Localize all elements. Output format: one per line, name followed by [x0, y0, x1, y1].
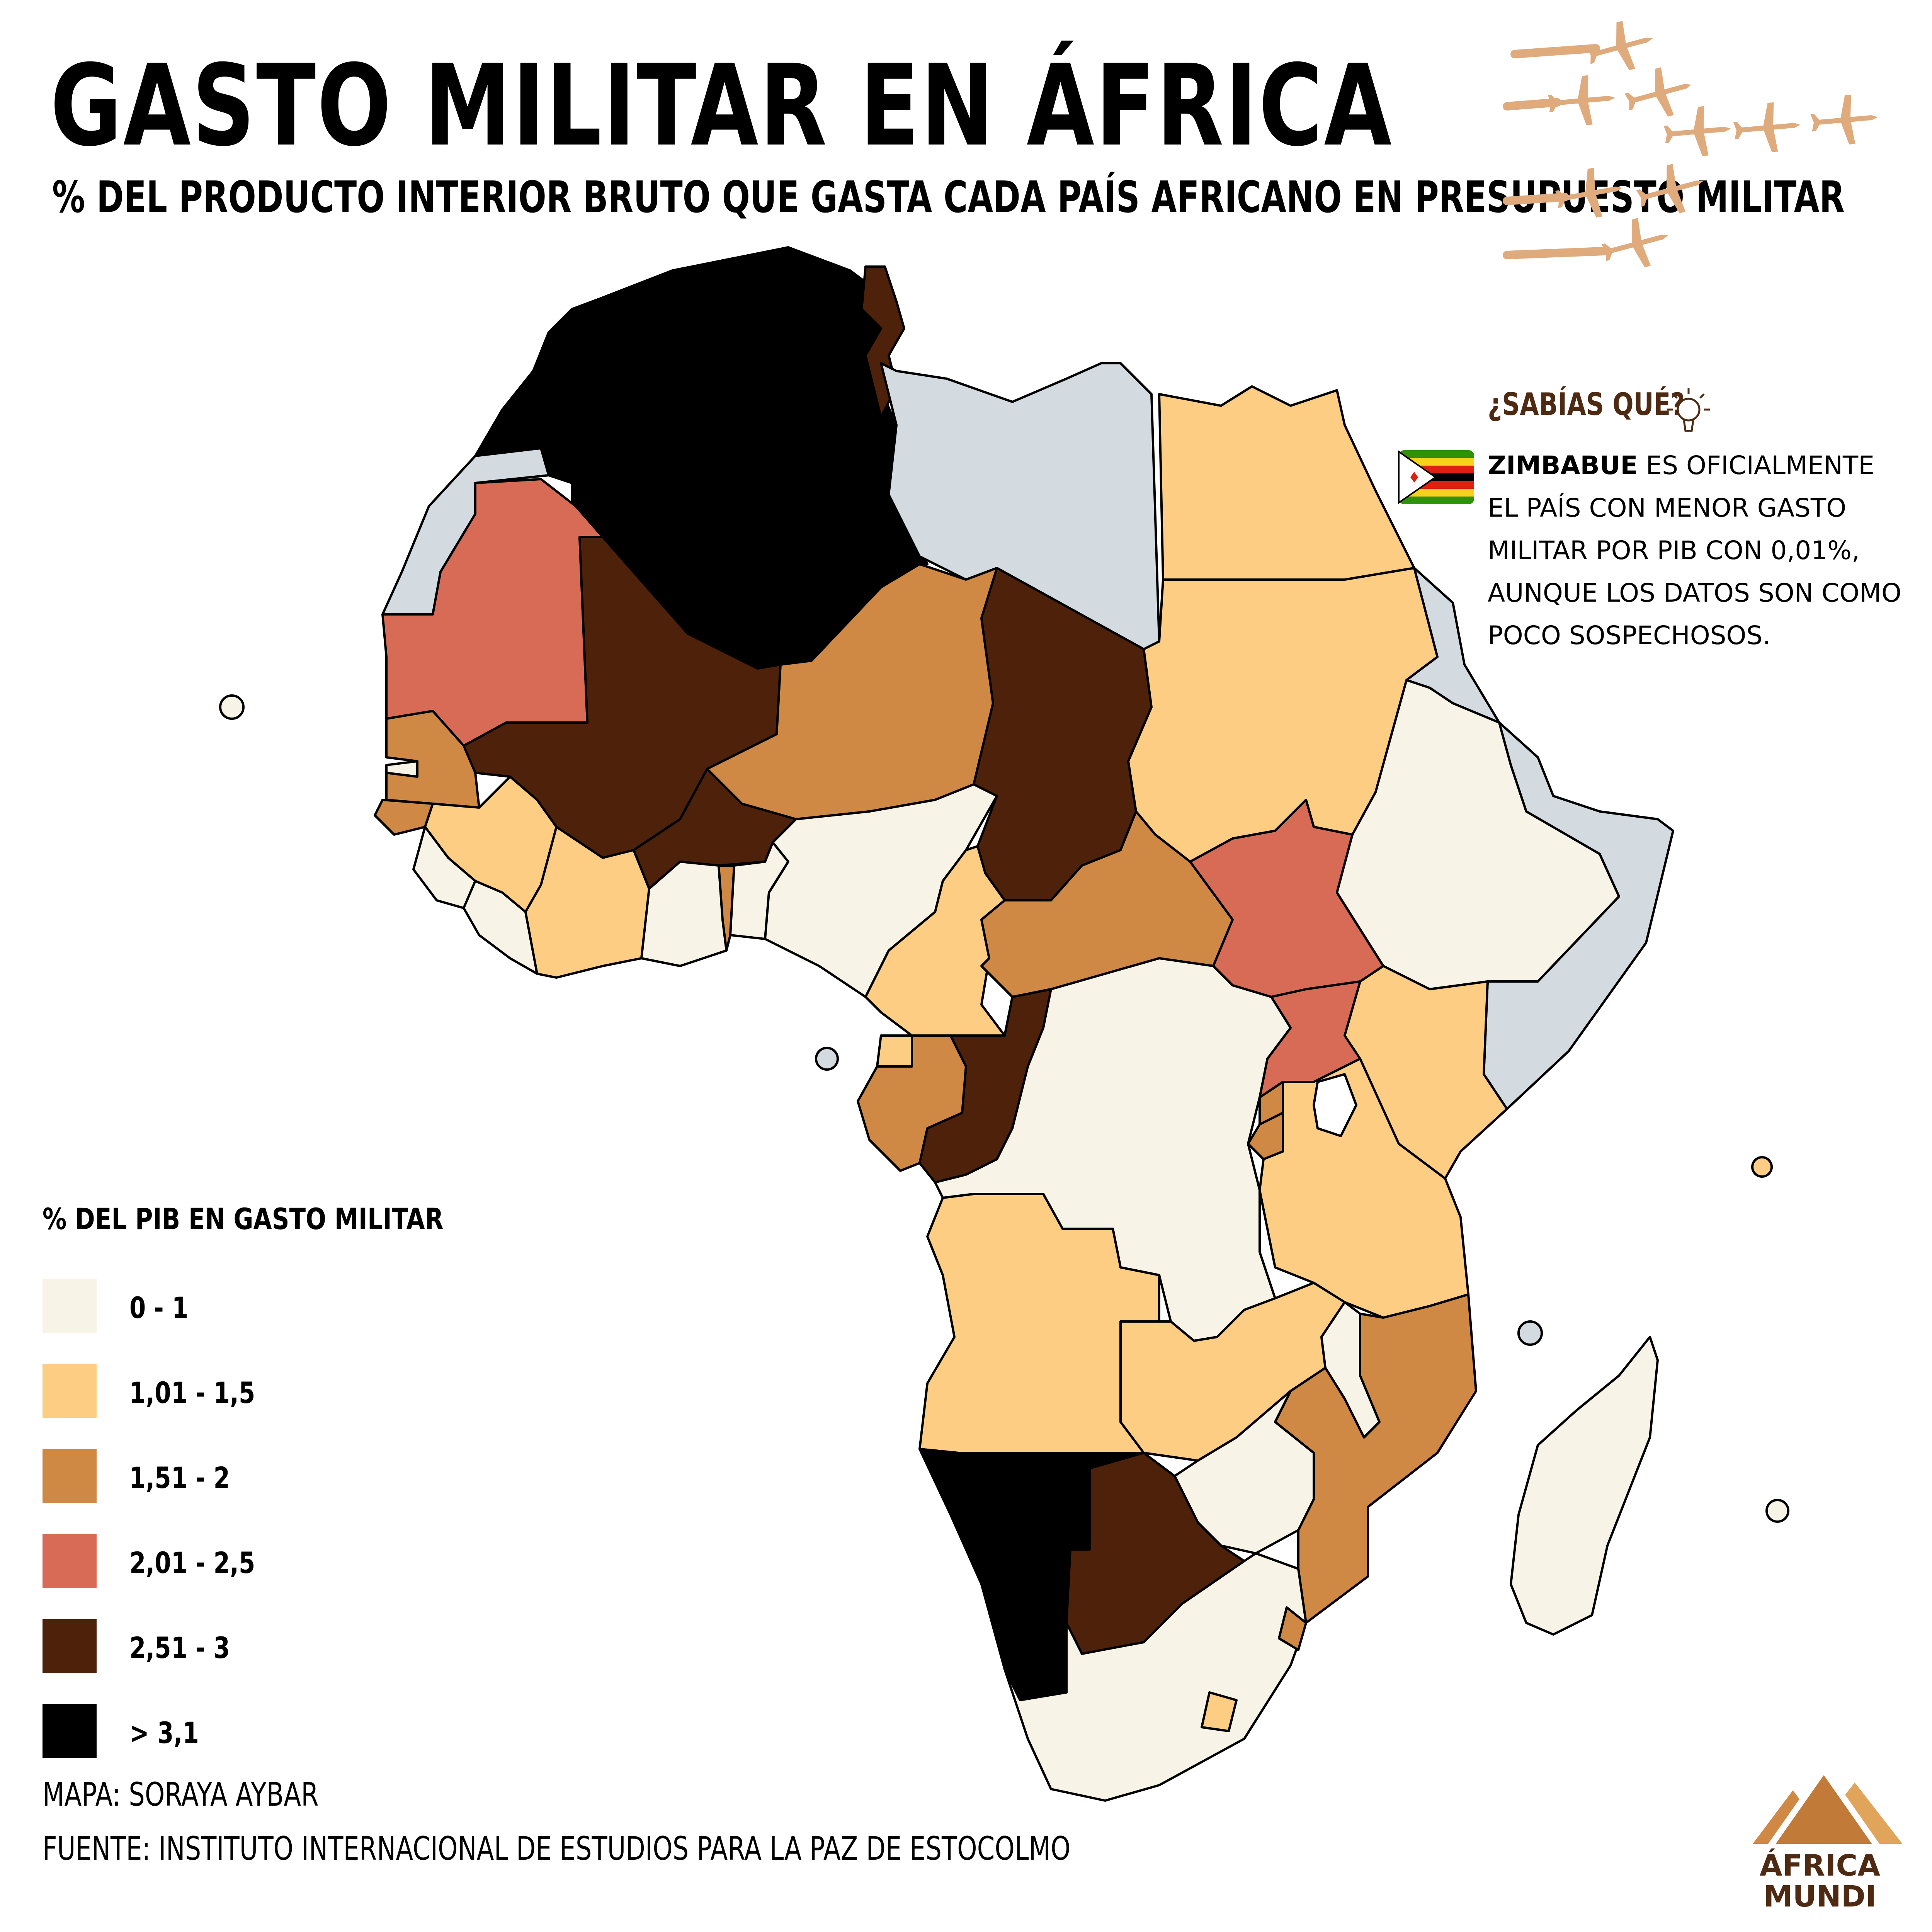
legend-title: % DEL PIB EN GASTO MILITAR — [43, 1202, 444, 1236]
airplanes-decoration — [1503, 21, 1878, 267]
airplane-icon — [1663, 106, 1731, 156]
legend-item: 2,01 - 2,5 — [43, 1534, 352, 1588]
legend-item: > 3,1 — [43, 1704, 352, 1758]
airplane-icon — [1810, 94, 1878, 145]
legend-swatch — [43, 1449, 97, 1503]
airplane-icon — [1624, 67, 1692, 117]
legend-swatch — [43, 1279, 97, 1333]
legend-item: 2,51 - 3 — [43, 1619, 352, 1673]
country-lesoto — [1201, 1691, 1238, 1732]
legend-label: > 3,1 — [129, 1716, 199, 1750]
airplane-icon — [1586, 21, 1653, 70]
source-credit: FUENTE: INSTITUTO INTERNACIONAL DE ESTUD… — [43, 1830, 1071, 1867]
legend-item: 1,51 - 2 — [43, 1449, 352, 1503]
did-you-know-box: ¿SABÍAS QUÉ? — [1488, 386, 1913, 422]
did-you-know-text: ZIMBABUE ES OFICIALMENTE EL PAÍS CON MEN… — [1488, 444, 1913, 657]
country-libia — [880, 362, 1160, 650]
legend-label: 2,01 - 2,5 — [129, 1546, 255, 1580]
legend-label: 2,51 - 3 — [129, 1631, 230, 1665]
country-santo-tomé-y-príncipe — [815, 1047, 839, 1071]
legend-swatch — [43, 1534, 97, 1588]
country-esuatini — [1278, 1606, 1307, 1651]
logo-line1: ÁFRICA — [1759, 1848, 1881, 1883]
legend-swatch — [43, 1619, 97, 1673]
country-cabo-verde — [219, 694, 245, 720]
country-madagascar — [1510, 1336, 1659, 1636]
legend-label: 0 - 1 — [129, 1291, 189, 1325]
airplane-icon — [1555, 168, 1622, 218]
country-sudáfrica — [1003, 1552, 1307, 1802]
airplane-icon — [1733, 102, 1801, 152]
country-comoras — [1517, 1320, 1543, 1346]
did-you-know-heading: ¿SABÍAS QUÉ? — [1488, 386, 1685, 422]
country-seychelles — [1751, 1156, 1773, 1178]
airplane-icon — [1548, 75, 1615, 125]
legend-swatch — [43, 1364, 97, 1418]
airplane-icon — [1636, 164, 1703, 213]
airplane-icon — [1601, 218, 1668, 267]
legend-label: 1,01 - 1,5 — [129, 1376, 255, 1410]
africa-mundi-logo — [1740, 1764, 1915, 1850]
zimbabwe-flag-icon — [1398, 450, 1474, 504]
lightbulb-icon — [1667, 388, 1710, 432]
map-title: GASTO MILITAR EN ÁFRICA — [50, 41, 1393, 171]
country-guinea-bisáu — [374, 799, 434, 836]
fact-highlight: ZIMBABUE — [1488, 451, 1638, 480]
legend: % DEL PIB EN GASTO MILITAR 0 - 1 1,01 - … — [43, 1202, 532, 1758]
country-costa-de-marfil — [524, 826, 650, 979]
country-guinea-ecuatorial — [876, 1034, 913, 1068]
country-egipto — [1158, 385, 1415, 581]
legend-swatch — [43, 1704, 97, 1758]
plane-trail-icon — [1503, 44, 1608, 259]
lake-victoria — [1313, 1073, 1357, 1137]
country-mauricio — [1765, 1499, 1789, 1523]
logo-line2: MUNDI — [1763, 1879, 1877, 1913]
legend-label: 1,51 - 2 — [129, 1461, 230, 1495]
country-gambia — [385, 760, 418, 778]
legend-item: 1,01 - 1,5 — [43, 1364, 352, 1418]
fact-body: ES OFICIALMENTE EL PAÍS CON MENOR GASTO … — [1488, 451, 1901, 650]
map-credit: MAPA: SORAYA AYBAR — [43, 1776, 319, 1813]
legend-item: 0 - 1 — [43, 1279, 352, 1333]
